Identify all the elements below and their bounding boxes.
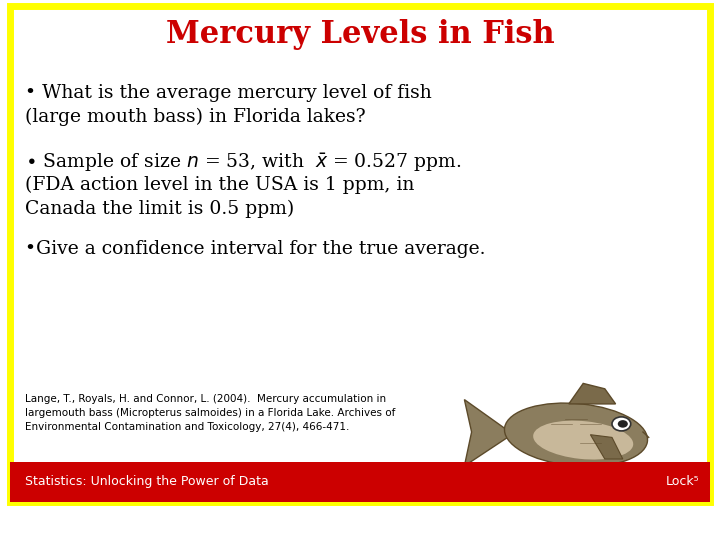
FancyBboxPatch shape <box>10 462 710 502</box>
Text: Lange, T., Royals, H. and Connor, L. (2004).  Mercury accumulation in
largemouth: Lange, T., Royals, H. and Connor, L. (20… <box>25 394 395 432</box>
Text: Statistics: Unlocking the Power of Data: Statistics: Unlocking the Power of Data <box>25 475 269 488</box>
Polygon shape <box>590 435 623 459</box>
Text: $\bullet$ Sample of size $n$ = 53, with  $\bar{x}$ = 0.527 ppm.: $\bullet$ Sample of size $n$ = 53, with … <box>25 151 462 174</box>
Circle shape <box>618 420 628 428</box>
Text: Canada the limit is 0.5 ppm): Canada the limit is 0.5 ppm) <box>25 200 294 218</box>
Text: Lock⁵: Lock⁵ <box>666 475 700 488</box>
Text: •Give a confidence interval for the true average.: •Give a confidence interval for the true… <box>25 240 486 258</box>
Text: (large mouth bass) in Florida lakes?: (large mouth bass) in Florida lakes? <box>25 108 366 126</box>
Text: • What is the average mercury level of fish: • What is the average mercury level of f… <box>25 84 432 102</box>
Text: (FDA action level in the USA is 1 ppm, in: (FDA action level in the USA is 1 ppm, i… <box>25 176 415 194</box>
Polygon shape <box>569 383 616 404</box>
Polygon shape <box>464 400 508 466</box>
Text: Mercury Levels in Fish: Mercury Levels in Fish <box>166 19 554 50</box>
Ellipse shape <box>534 421 633 460</box>
Ellipse shape <box>505 403 647 467</box>
Circle shape <box>612 417 631 431</box>
